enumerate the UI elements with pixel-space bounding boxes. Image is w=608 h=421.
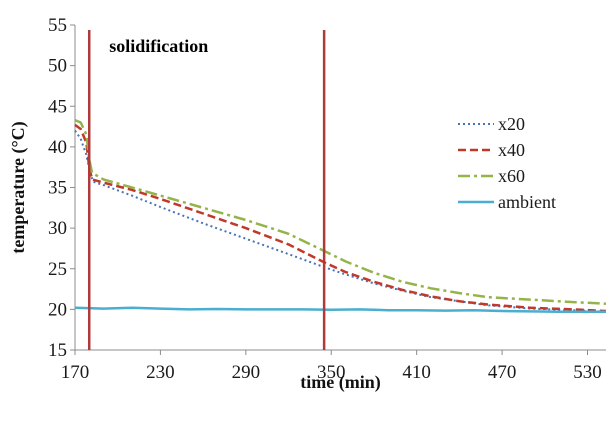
series-line-x20	[74, 130, 607, 313]
y-axis-title: temperature (°C)	[8, 121, 29, 253]
y-tick-label: 55	[48, 15, 67, 36]
y-tick-label: 15	[48, 340, 67, 361]
legend-label-x40: x40	[498, 140, 525, 160]
series-layer	[74, 118, 607, 314]
series-line-ambient	[74, 306, 606, 314]
legend: x20 x40 x60 ambient	[458, 114, 556, 212]
x-tick-label: 530	[573, 362, 602, 383]
solidification-markers	[87, 30, 326, 350]
y-tick-label: 25	[48, 259, 67, 280]
y-axis-ticks: 15 20 25 30 35 40 45 50 55	[48, 15, 75, 361]
legend-label-x60: x60	[498, 166, 525, 186]
legend-label-ambient: ambient	[498, 192, 556, 212]
y-tick-label: 45	[48, 96, 67, 117]
x-tick-label: 350	[317, 362, 346, 383]
x-tick-label: 290	[232, 362, 261, 383]
x-tick-label: 230	[146, 362, 175, 383]
y-tick-label: 50	[48, 56, 67, 77]
solidification-annotation: solidification	[109, 36, 208, 56]
x-axis-title: time (min)	[300, 372, 380, 393]
x-tick-label: 410	[402, 362, 431, 383]
x-axis-ticks: 170 230 290 350 410 470 530	[61, 350, 602, 383]
legend-label-x20: x20	[498, 114, 525, 134]
y-tick-label: 40	[48, 137, 67, 158]
axes	[74, 25, 606, 351]
y-tick-label: 30	[48, 218, 67, 239]
series-line-x40	[74, 123, 607, 313]
x-tick-label: 170	[61, 362, 90, 383]
x-tick-label: 470	[488, 362, 517, 383]
y-tick-label: 20	[48, 299, 67, 320]
y-tick-label: 35	[48, 178, 67, 199]
